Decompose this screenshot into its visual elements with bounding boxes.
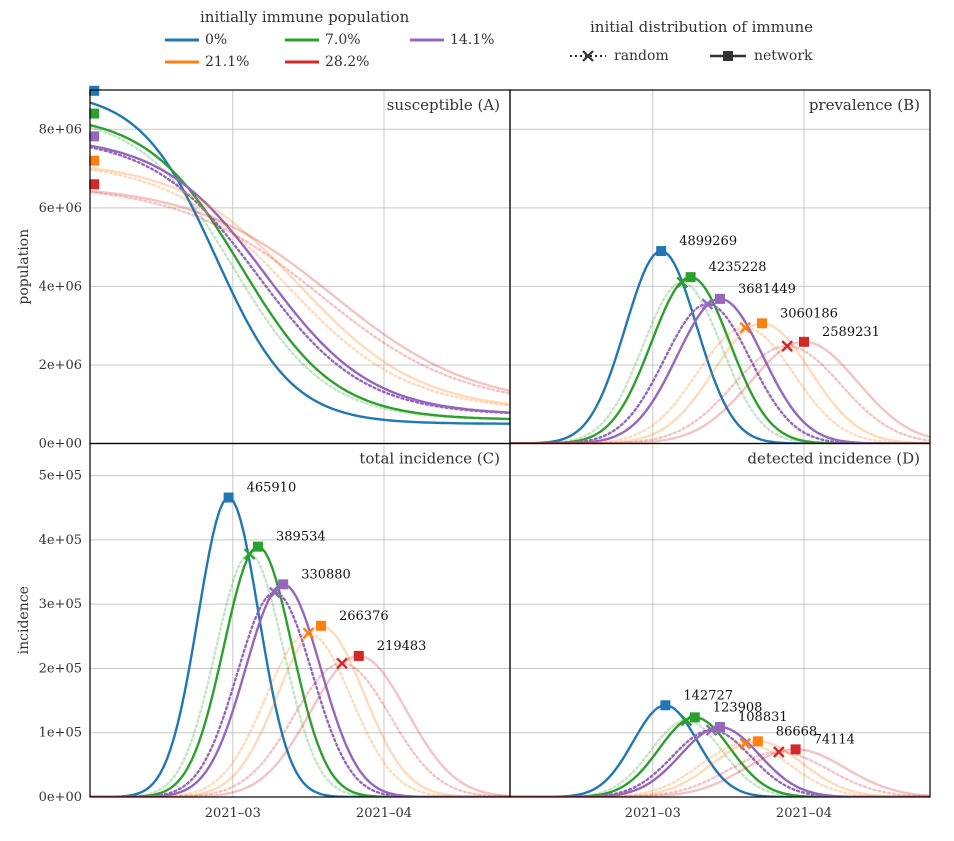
y-tick-label: 4e+06 xyxy=(39,279,82,294)
series-line xyxy=(90,547,510,797)
square-marker-icon xyxy=(686,272,696,282)
series-line xyxy=(510,727,930,797)
legend-dist-item-random: random xyxy=(614,48,669,64)
figure: initially immune population 0% 21.1% 7.0% 28… xyxy=(0,0,954,841)
square-marker-icon xyxy=(660,700,670,710)
square-marker-icon xyxy=(723,51,733,61)
x-tick-label: 2021–04 xyxy=(356,806,412,821)
peak-label: 2589231 xyxy=(822,325,880,340)
square-marker-icon xyxy=(715,294,725,304)
panel-frame xyxy=(510,444,930,798)
panel-A: 0e+00 2e+06 4e+06 6e+06 8e+06 population susce… xyxy=(16,86,510,452)
y-tick-label: 0e+00 xyxy=(39,437,82,452)
square-marker-icon xyxy=(89,179,99,189)
y-tick-label: 1e+05 xyxy=(39,726,82,741)
series-line xyxy=(510,749,930,797)
y-tick-label: 4e+05 xyxy=(39,533,82,548)
y-tick-label: 6e+06 xyxy=(39,201,82,216)
peak-label: 266376 xyxy=(339,609,389,624)
square-marker-icon xyxy=(656,246,666,256)
panel-B: 4899269 4235228 3681449 3060186 2589231 preva… xyxy=(510,90,930,444)
y-tick-label: 2e+06 xyxy=(39,358,82,373)
legend-item-label: 7.0% xyxy=(325,32,361,48)
y-axis-label: population xyxy=(16,229,32,305)
peak-label: 74114 xyxy=(814,732,855,747)
curves xyxy=(90,103,510,424)
panel-title: total incidence (C) xyxy=(359,450,500,468)
series-line xyxy=(90,584,510,797)
overlay: 4899269 4235228 3681449 3060186 2589231 xyxy=(656,234,880,351)
panel-title: susceptible (A) xyxy=(387,96,500,114)
peak-label: 4899269 xyxy=(679,234,737,249)
square-marker-icon xyxy=(89,131,99,141)
peak-label: 219483 xyxy=(377,639,427,654)
peak-label: 465910 xyxy=(247,481,297,496)
y-tick-label: 2e+05 xyxy=(39,661,82,676)
square-marker-icon xyxy=(316,621,326,631)
y-tick-label: 0e+00 xyxy=(39,790,82,805)
square-marker-icon xyxy=(715,722,725,732)
x-tick-label: 2021–04 xyxy=(776,806,832,821)
curves xyxy=(510,705,930,797)
peak-label: 108831 xyxy=(738,710,788,725)
square-marker-icon xyxy=(690,712,700,722)
legend-immune-title: initially immune population xyxy=(200,8,410,26)
square-marker-icon xyxy=(757,318,767,328)
legend-dist-title: initial distribution of immune xyxy=(590,18,813,36)
legend-dist-item-network: network xyxy=(754,48,813,64)
peak-label: 3060186 xyxy=(780,306,838,321)
y-tick-label: 3e+05 xyxy=(39,597,82,612)
figure-svg: initially immune population 0% 21.1% 7.0% 28… xyxy=(0,0,954,841)
y-tick-label: 8e+06 xyxy=(39,122,82,137)
square-marker-icon xyxy=(89,109,99,119)
panel-frame xyxy=(90,444,510,798)
legend-immune: initially immune population 0% 21.1% 7.0% 28… xyxy=(165,8,494,70)
legend-dist: initial distribution of immune random netw… xyxy=(570,18,813,64)
square-marker-icon xyxy=(799,337,809,347)
series-line xyxy=(510,328,930,444)
overlay xyxy=(89,86,99,189)
square-marker-icon xyxy=(89,86,99,96)
peak-label: 389534 xyxy=(276,530,326,545)
curves xyxy=(510,251,930,443)
square-marker-icon xyxy=(354,651,364,661)
square-marker-icon xyxy=(753,736,763,746)
x-tick-label: 2021–03 xyxy=(625,806,681,821)
square-marker-icon xyxy=(224,493,234,503)
legend-item-label: 14.1% xyxy=(450,32,494,48)
square-marker-icon xyxy=(89,156,99,166)
legend-item-label: 0% xyxy=(205,32,227,48)
panel-C: 0e+00 1e+05 2e+05 3e+05 4e+05 5e+05 incidence 2… xyxy=(16,444,510,822)
panel-D: 2021–032021–0414272712390810883186668741… xyxy=(510,444,930,822)
series-line xyxy=(90,192,510,393)
y-tick-label: 5e+05 xyxy=(39,469,82,484)
peak-label: 4235228 xyxy=(709,260,767,275)
peak-label: 330880 xyxy=(301,567,351,582)
panel-title: detected incidence (D) xyxy=(747,450,920,468)
y-axis-label: incidence xyxy=(16,586,32,654)
x-tick-label: 2021–03 xyxy=(205,806,261,821)
peak-label: 86668 xyxy=(776,724,817,739)
legend-item-label: 28.2% xyxy=(325,54,369,70)
series-line xyxy=(510,744,930,797)
series-line xyxy=(90,593,510,797)
peak-label: 3681449 xyxy=(738,282,796,297)
panel-title: prevalence (B) xyxy=(809,96,920,114)
legend-item-label: 21.1% xyxy=(205,54,249,70)
square-marker-icon xyxy=(791,744,801,754)
